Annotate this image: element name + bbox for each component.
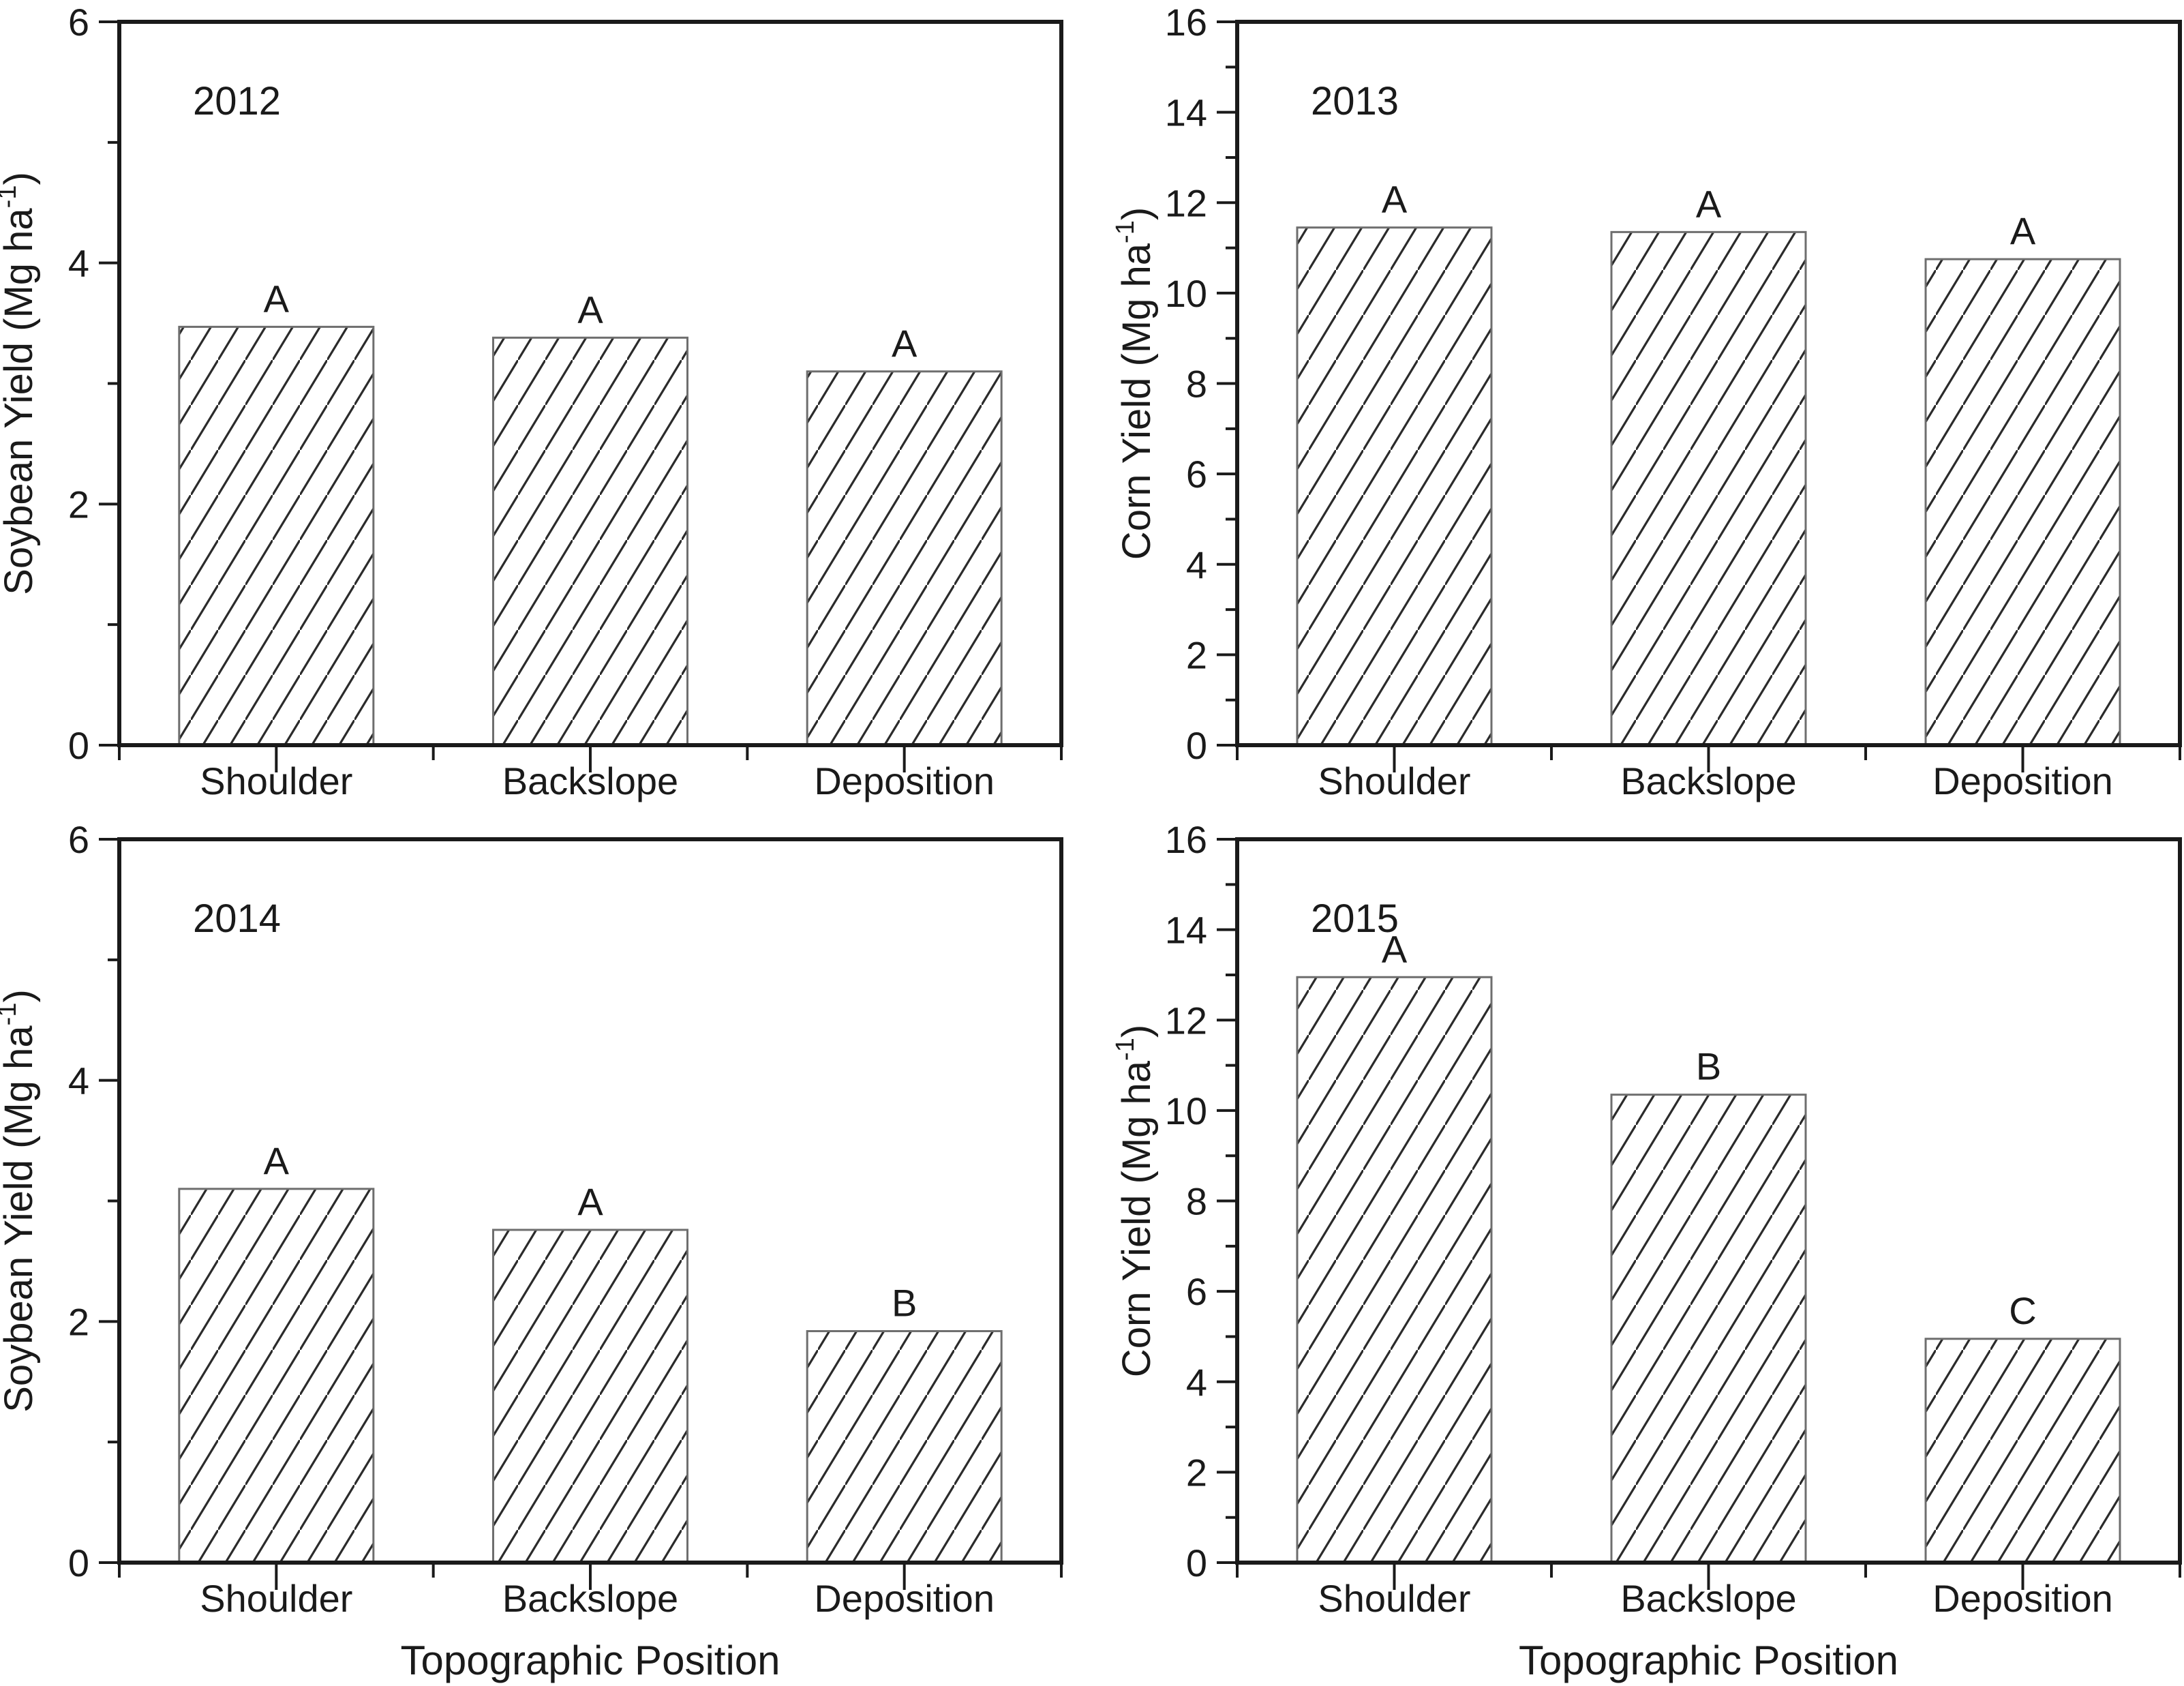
y-tick-label: 12 [1165,181,1207,224]
y-axis-title-close: ) [1114,1025,1159,1038]
significance-letter: A [577,1180,603,1223]
x-category-label: Deposition [1932,759,2113,802]
y-axis-title-main: Soybean Yield (Mg ha [0,208,41,595]
bar-deposition [1924,258,2121,747]
y-tick-label: 2 [68,1300,89,1343]
y-axis-title: Soybean Yield (Mg ha-1) [0,989,41,1413]
panel-year-title: 2013 [1311,79,1399,123]
y-axis-title: Soybean Yield (Mg ha-1) [0,172,41,595]
x-category-label: Shoulder [1318,1577,1470,1620]
bar-deposition [806,370,1003,747]
y-tick-label: 6 [68,818,89,861]
significance-letter: A [1696,182,1722,225]
y-tick-label: 4 [1186,543,1207,586]
panel-year-title: 2012 [193,79,281,123]
y-tick-label: 2 [68,483,89,526]
bar-deposition [806,1329,1003,1564]
significance-letter: A [577,288,603,331]
y-tick-label: 10 [1165,272,1207,315]
y-tick-label: 0 [1186,724,1207,767]
significance-letter: A [264,277,290,320]
y-axis-title: Corn Yield (Mg ha-1) [1111,207,1159,560]
y-axis-title-superscript: -1 [1111,220,1140,243]
x-category-label: Shoulder [200,1577,352,1620]
y-tick-label: 2 [1186,1451,1207,1494]
x-axis-title: Topographic Position [400,1638,780,1683]
panel-2013: A A A 0 2 4 6 8 10 12 14 16 Shoulder Backslope Deposit… [1111,1,2182,802]
y-axis-title-close: ) [0,172,41,185]
y-tick-label: 6 [1186,1270,1207,1313]
panel-year-title: 2015 [1311,897,1399,941]
x-axis-title: Topographic Position [1519,1638,1898,1683]
y-tick-label: 0 [68,1541,89,1584]
x-category-label: Backslope [502,1577,678,1620]
y-tick-label: 10 [1165,1089,1207,1132]
y-tick-label: 12 [1165,999,1207,1042]
y-tick-label: 14 [1165,91,1207,134]
significance-letter: A [1382,927,1408,970]
bar-backslope [492,1229,688,1564]
x-category-label: Deposition [1932,1577,2113,1620]
y-tick-label: 14 [1165,909,1207,952]
bar-shoulder [178,1188,375,1564]
panel-year-title: 2014 [193,897,281,941]
y-tick-label: 6 [1186,453,1207,496]
y-tick-label: 8 [1186,1180,1207,1223]
y-axis-title: Corn Yield (Mg ha-1) [1111,1025,1159,1377]
y-tick-label: 8 [1186,363,1207,406]
y-tick-label: 0 [1186,1541,1207,1584]
panel-2012: A A A 0 2 4 6 Shoulder Backslope Deposition 2012 So… [0,1,1063,802]
significance-letter: A [2010,209,2036,252]
y-tick-label: 4 [68,242,89,285]
bar-backslope [1610,1094,1807,1564]
y-axis-title-main: Corn Yield (Mg ha [1114,243,1159,560]
y-tick-label: 16 [1165,818,1207,861]
y-axis-title-superscript: -1 [1111,1038,1140,1061]
x-category-label: Backslope [502,759,678,802]
x-category-label: Backslope [1620,759,1796,802]
panel-2014: A A B 0 2 4 6 Shoulder Backslope Deposition 2014 So… [0,818,1063,1683]
x-category-label: Shoulder [200,759,352,802]
y-axis-title-main: Soybean Yield (Mg ha [0,1025,41,1413]
y-axis-title-close: ) [1114,207,1159,220]
x-category-label: Deposition [814,1577,995,1620]
significance-letter: A [892,322,917,365]
y-tick-label: 16 [1165,1,1207,44]
y-tick-label: 4 [68,1059,89,1102]
bar-deposition [1924,1338,2121,1564]
significance-letter: B [1696,1045,1721,1088]
bar-shoulder [178,325,375,747]
bar-backslope [492,336,688,747]
significance-letter: B [892,1281,917,1324]
y-axis-title-close: ) [0,989,41,1002]
significance-letter: C [2009,1289,2036,1332]
x-category-label: Backslope [1620,1577,1796,1620]
bar-shoulder [1296,226,1493,747]
y-axis-title-superscript: -1 [0,1003,22,1026]
significance-letter: A [264,1139,290,1182]
y-tick-label: 4 [1186,1361,1207,1404]
y-tick-label: 6 [68,1,89,44]
y-tick-label: 0 [68,724,89,767]
panel-2015: A B C 0 2 4 6 8 10 12 14 16 Shoulder Backslope Deposit… [1111,818,2182,1683]
x-category-label: Shoulder [1318,759,1470,802]
y-tick-label: 2 [1186,633,1207,676]
significance-letter: A [1382,178,1408,221]
x-category-label: Deposition [814,759,995,802]
bar-backslope [1610,230,1807,747]
bar-shoulder [1296,976,1493,1564]
y-axis-title-main: Corn Yield (Mg ha [1114,1060,1159,1377]
y-axis-title-superscript: -1 [0,185,22,209]
